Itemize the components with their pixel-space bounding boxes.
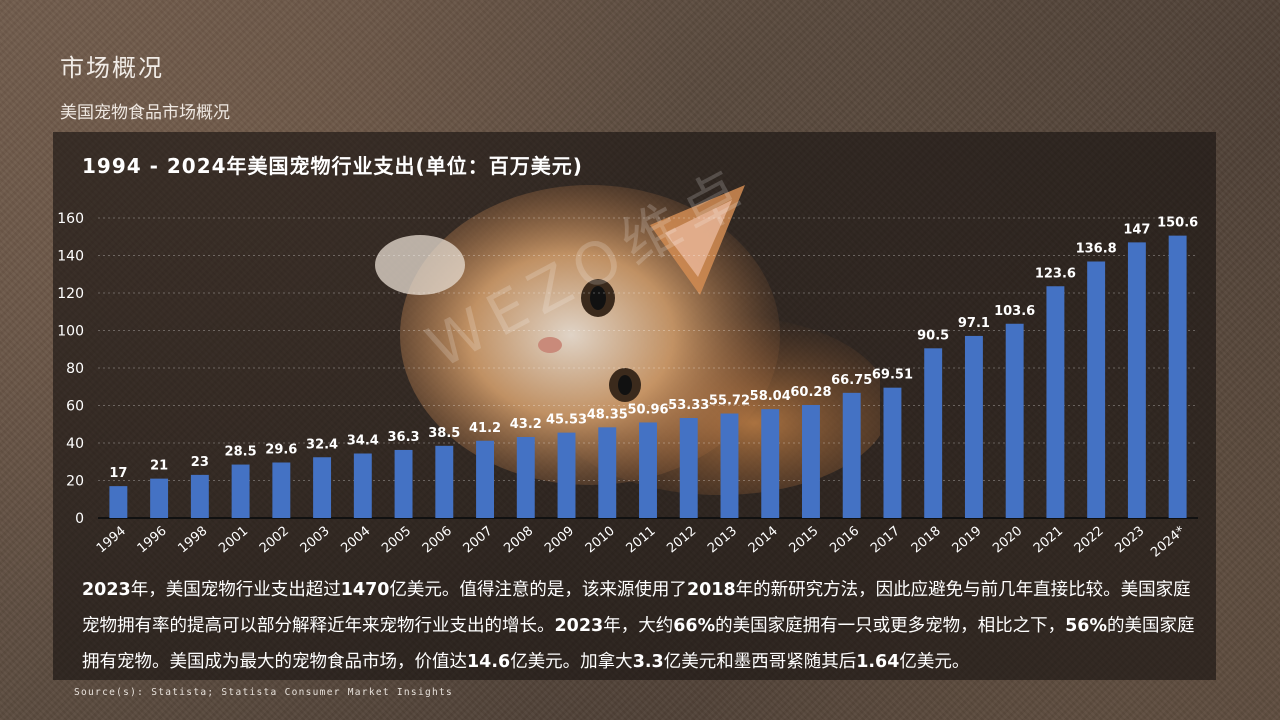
bar — [272, 462, 291, 518]
data-label: 21 — [150, 459, 168, 474]
y-tick-label: 140 — [57, 249, 84, 265]
bar — [598, 427, 617, 518]
x-tick-label: 2020 — [990, 524, 1025, 557]
data-label: 58.04 — [750, 389, 791, 404]
x-tick-label: 2017 — [868, 524, 903, 557]
x-tick-label: 2012 — [664, 524, 699, 557]
x-tick-label: 2006 — [420, 524, 455, 557]
bar — [435, 445, 454, 518]
chart-title: 1994 - 2024年美国宠物行业支出(单位：百万美元) — [82, 154, 583, 178]
data-label: 136.8 — [1076, 242, 1117, 257]
bar — [353, 453, 372, 518]
bar — [1046, 286, 1065, 518]
x-tick-label: 1994 — [94, 524, 129, 557]
data-label: 41.2 — [469, 421, 501, 436]
data-label: 55.72 — [709, 394, 750, 409]
y-tick-label: 100 — [57, 324, 84, 340]
bar — [1127, 242, 1146, 518]
y-tick-label: 120 — [57, 286, 84, 302]
data-label: 28.5 — [225, 445, 257, 460]
description-text: 2023年，美国宠物行业支出超过1470亿美元。值得注意的是，该来源使用了201… — [82, 580, 1195, 672]
x-tick-label: 2022 — [1072, 524, 1107, 557]
bar — [1087, 261, 1106, 518]
cat-photo — [375, 185, 880, 495]
x-tick-label: 2021 — [1031, 524, 1066, 557]
x-tick-label: 1998 — [175, 524, 210, 557]
data-label: 123.6 — [1035, 266, 1076, 281]
bar — [964, 335, 983, 518]
data-label: 36.3 — [388, 430, 420, 445]
y-tick-label: 60 — [66, 399, 84, 415]
x-tick-label: 2019 — [950, 524, 985, 557]
bar — [516, 437, 535, 518]
x-tick-label: 2023 — [1112, 524, 1147, 557]
x-tick-label: 2002 — [257, 524, 292, 557]
bar — [394, 449, 413, 518]
bar — [679, 418, 698, 518]
data-label: 48.35 — [587, 407, 628, 422]
x-tick-label: 2009 — [542, 524, 577, 557]
bar — [639, 422, 657, 518]
x-tick-label: 2016 — [827, 524, 862, 557]
x-tick-label: 2007 — [461, 524, 496, 557]
page-title: 市场概况 — [60, 54, 164, 82]
data-label: 60.28 — [790, 385, 831, 400]
data-label: 43.2 — [510, 417, 542, 432]
data-label: 90.5 — [917, 328, 949, 343]
data-label: 38.5 — [428, 426, 460, 441]
x-tick-label: 2003 — [298, 524, 333, 557]
x-tick-label: 2024* — [1148, 523, 1188, 560]
bar — [1168, 235, 1187, 518]
data-label: 69.51 — [872, 368, 913, 383]
data-label: 53.33 — [668, 398, 709, 413]
data-label: 103.6 — [994, 304, 1035, 319]
y-tick-label: 0 — [75, 511, 84, 527]
x-tick-label: 2018 — [909, 524, 944, 557]
bar — [883, 387, 902, 518]
data-label: 45.53 — [546, 413, 587, 428]
y-tick-label: 80 — [66, 361, 84, 377]
y-tick-label: 160 — [57, 211, 84, 227]
bar — [476, 440, 494, 518]
data-label: 66.75 — [831, 373, 872, 388]
y-tick-label: 40 — [66, 436, 84, 452]
bar — [1005, 323, 1024, 518]
bar — [802, 404, 820, 518]
data-label: 17 — [109, 466, 127, 481]
x-tick-label: 1996 — [135, 524, 170, 557]
bar — [231, 464, 250, 518]
data-label: 23 — [191, 455, 209, 470]
bar — [720, 413, 739, 518]
source-note: Source(s): Statista; Statista Consumer M… — [74, 687, 454, 698]
data-label: 97.1 — [958, 316, 990, 331]
data-label: 29.6 — [265, 443, 297, 458]
data-label: 32.4 — [306, 437, 338, 452]
bar — [924, 348, 943, 518]
bar — [557, 432, 576, 518]
y-tick-label: 20 — [66, 474, 84, 490]
page-subtitle: 美国宠物食品市场概况 — [60, 103, 230, 123]
bar — [109, 486, 128, 518]
data-label: 147 — [1123, 222, 1150, 237]
x-tick-label: 2001 — [216, 524, 251, 557]
x-tick-label: 2014 — [746, 524, 781, 557]
x-tick-label: 2008 — [501, 524, 536, 557]
x-tick-label: 2011 — [624, 524, 659, 557]
bar — [842, 392, 861, 518]
x-tick-label: 2005 — [379, 524, 414, 557]
data-label: 34.4 — [347, 434, 379, 449]
x-tick-label: 2015 — [787, 524, 822, 557]
x-tick-label: 2004 — [338, 524, 373, 557]
x-tick-label: 2013 — [705, 524, 740, 557]
data-label: 50.96 — [627, 402, 668, 417]
bar — [150, 478, 169, 518]
bar — [190, 474, 209, 518]
x-tick-label: 2010 — [583, 524, 618, 557]
bar — [313, 457, 332, 518]
bar — [761, 409, 780, 518]
data-label: 150.6 — [1157, 216, 1198, 231]
